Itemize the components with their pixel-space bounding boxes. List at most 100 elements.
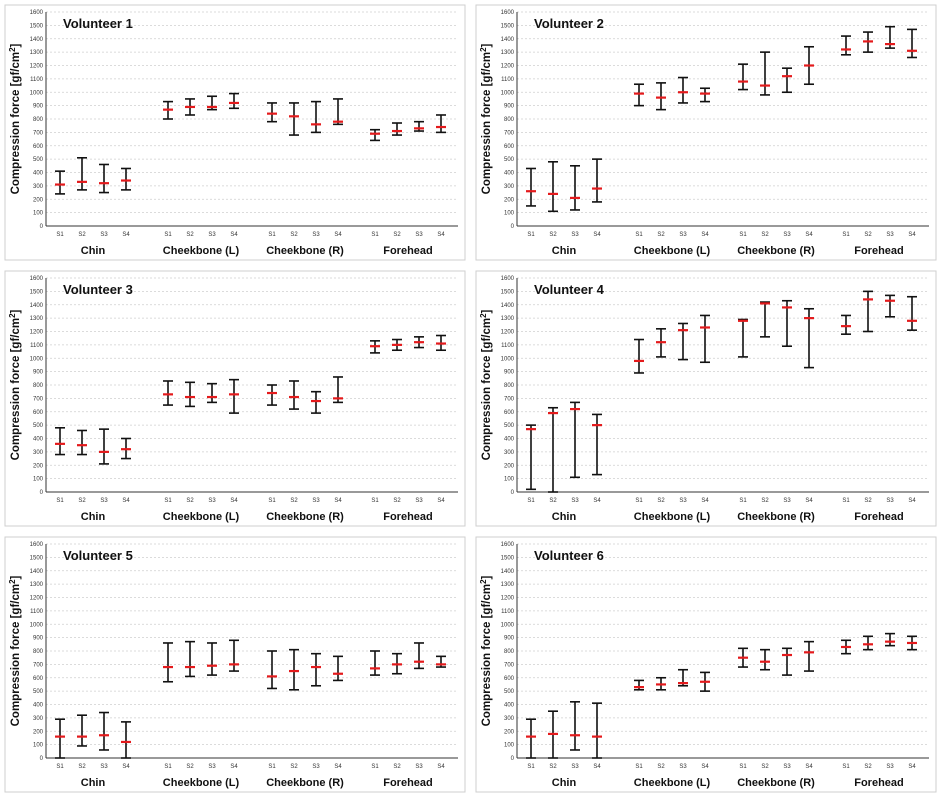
category-label: Forehead bbox=[854, 511, 904, 523]
session-tick-label: S3 bbox=[208, 498, 216, 504]
y-tick-label: 800 bbox=[33, 649, 44, 655]
session-tick-label: S4 bbox=[437, 764, 445, 770]
y-tick-label: 1300 bbox=[501, 582, 515, 588]
session-tick-label: S3 bbox=[100, 232, 108, 238]
y-tick-label: 1600 bbox=[30, 542, 44, 548]
session-tick-label: S3 bbox=[312, 498, 320, 504]
y-tick-label: 0 bbox=[40, 490, 44, 496]
y-tick-label: 1400 bbox=[501, 303, 515, 309]
y-tick-label: 600 bbox=[504, 676, 515, 682]
session-tick-label: S1 bbox=[842, 232, 850, 238]
y-tick-label: 1400 bbox=[30, 303, 44, 309]
session-tick-label: S4 bbox=[908, 764, 916, 770]
category-label: Forehead bbox=[854, 245, 904, 257]
y-tick-label: 700 bbox=[33, 130, 44, 136]
session-tick-label: S1 bbox=[268, 498, 276, 504]
session-tick-label: S4 bbox=[701, 498, 709, 504]
session-tick-label: S4 bbox=[593, 232, 601, 238]
session-tick-label: S2 bbox=[657, 232, 665, 238]
y-tick-label: 1000 bbox=[501, 622, 515, 628]
chart-panel-volunteer-5: 0 100 200 300 400 500 600 700 800 900 1000 1100 1200… bbox=[0, 532, 470, 798]
session-tick-label: S4 bbox=[437, 498, 445, 504]
category-label: Chin bbox=[552, 511, 577, 523]
y-tick-label: 300 bbox=[504, 184, 515, 190]
session-tick-label: S3 bbox=[100, 764, 108, 770]
y-tick-label: 0 bbox=[40, 224, 44, 230]
category-label: Cheekbone (R) bbox=[737, 511, 815, 523]
y-tick-label: 1600 bbox=[501, 276, 515, 282]
y-tick-label: 400 bbox=[504, 171, 515, 177]
y-tick-label: 300 bbox=[33, 450, 44, 456]
y-tick-label: 900 bbox=[33, 104, 44, 110]
category-label: Cheekbone (R) bbox=[266, 777, 344, 789]
session-tick-label: S2 bbox=[657, 498, 665, 504]
session-tick-label: S1 bbox=[739, 232, 747, 238]
y-tick-label: 400 bbox=[504, 703, 515, 709]
chart-title: Volunteer 4 bbox=[534, 282, 605, 297]
y-axis-label: Compression force [gf/cm2] bbox=[479, 575, 494, 726]
y-tick-label: 1400 bbox=[501, 569, 515, 575]
category-label: Cheekbone (R) bbox=[737, 777, 815, 789]
y-tick-label: 1200 bbox=[501, 64, 515, 70]
category-label: Cheekbone (R) bbox=[266, 511, 344, 523]
category-label: Chin bbox=[552, 245, 577, 257]
session-tick-label: S1 bbox=[371, 764, 379, 770]
y-tick-label: 100 bbox=[33, 743, 44, 749]
chart-title: Volunteer 1 bbox=[63, 16, 133, 31]
y-tick-label: 1400 bbox=[30, 569, 44, 575]
y-tick-label: 700 bbox=[33, 396, 44, 402]
session-tick-label: S1 bbox=[268, 764, 276, 770]
y-tick-label: 1300 bbox=[501, 50, 515, 56]
y-tick-label: 1400 bbox=[30, 37, 44, 43]
y-tick-label: 200 bbox=[33, 463, 44, 469]
session-tick-label: S2 bbox=[864, 232, 872, 238]
category-label: Chin bbox=[81, 777, 106, 789]
category-label: Cheekbone (L) bbox=[634, 511, 711, 523]
y-axis-label: Compression force [gf/cm2] bbox=[8, 309, 23, 460]
chart-title: Volunteer 6 bbox=[534, 548, 604, 563]
y-tick-label: 600 bbox=[33, 676, 44, 682]
session-tick-label: S4 bbox=[122, 498, 130, 504]
chart-title: Volunteer 5 bbox=[63, 548, 133, 563]
y-tick-label: 1200 bbox=[501, 330, 515, 336]
session-tick-label: S2 bbox=[761, 498, 769, 504]
category-label: Cheekbone (L) bbox=[163, 511, 240, 523]
session-tick-label: S2 bbox=[186, 232, 194, 238]
session-tick-label: S4 bbox=[908, 498, 916, 504]
session-tick-label: S3 bbox=[312, 764, 320, 770]
session-tick-label: S4 bbox=[230, 764, 238, 770]
session-tick-label: S1 bbox=[56, 764, 64, 770]
y-tick-label: 200 bbox=[33, 729, 44, 735]
session-tick-label: S2 bbox=[549, 498, 557, 504]
y-tick-label: 1600 bbox=[501, 10, 515, 16]
y-tick-label: 400 bbox=[33, 437, 44, 443]
y-tick-label: 200 bbox=[504, 463, 515, 469]
session-tick-label: S3 bbox=[679, 498, 687, 504]
y-tick-label: 1000 bbox=[30, 356, 44, 362]
category-label: Forehead bbox=[383, 777, 433, 789]
y-axis-label: Compression force [gf/cm2] bbox=[8, 575, 23, 726]
session-tick-label: S3 bbox=[783, 764, 791, 770]
chart-title: Volunteer 3 bbox=[63, 282, 133, 297]
y-tick-label: 800 bbox=[33, 383, 44, 389]
y-tick-label: 800 bbox=[504, 117, 515, 123]
session-tick-label: S3 bbox=[100, 498, 108, 504]
session-tick-label: S4 bbox=[230, 232, 238, 238]
session-tick-label: S4 bbox=[701, 764, 709, 770]
session-tick-label: S4 bbox=[593, 498, 601, 504]
y-tick-label: 1000 bbox=[501, 90, 515, 96]
session-tick-label: S2 bbox=[290, 498, 298, 504]
y-tick-label: 0 bbox=[511, 224, 515, 230]
y-tick-label: 1200 bbox=[30, 64, 44, 70]
session-tick-label: S1 bbox=[164, 232, 172, 238]
y-tick-label: 300 bbox=[504, 450, 515, 456]
y-tick-label: 0 bbox=[40, 756, 44, 762]
session-tick-label: S1 bbox=[371, 498, 379, 504]
session-tick-label: S2 bbox=[761, 764, 769, 770]
y-tick-label: 1500 bbox=[30, 23, 44, 29]
session-tick-label: S2 bbox=[549, 764, 557, 770]
y-tick-label: 1200 bbox=[30, 330, 44, 336]
y-tick-label: 1500 bbox=[501, 23, 515, 29]
category-label: Forehead bbox=[383, 511, 433, 523]
session-tick-label: S3 bbox=[886, 764, 894, 770]
